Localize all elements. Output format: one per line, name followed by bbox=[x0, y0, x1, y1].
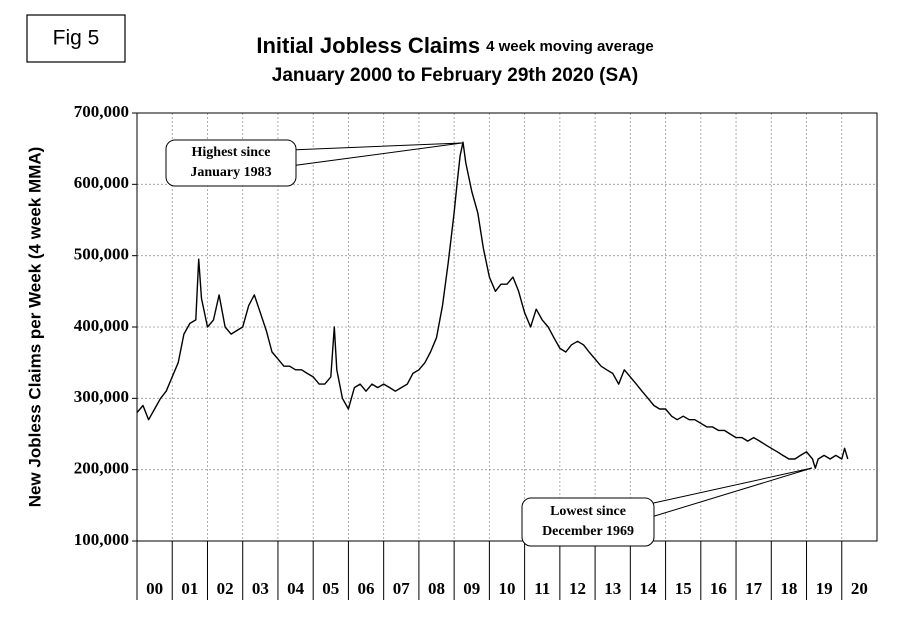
x-tick-label: 17 bbox=[745, 579, 763, 598]
data-line bbox=[136, 141, 849, 469]
callout-cover bbox=[523, 499, 653, 545]
callout-text: Lowest since bbox=[550, 504, 626, 519]
y-tick-label: 500,000 bbox=[74, 245, 129, 264]
callout-text: December 1969 bbox=[542, 524, 634, 539]
x-tick-label: 16 bbox=[710, 579, 727, 598]
x-tick-label: 05 bbox=[322, 579, 339, 598]
x-tick-label: 15 bbox=[675, 579, 692, 598]
y-tick-label: 300,000 bbox=[74, 387, 129, 406]
callout-cover bbox=[167, 141, 295, 185]
x-tick-label: 01 bbox=[181, 579, 198, 598]
callout: Lowest since December 1969 bbox=[521, 467, 813, 547]
chart-title: Initial Jobless Claims 4 week moving aver… bbox=[256, 33, 653, 58]
figure-label: Fig 5 bbox=[53, 27, 100, 50]
x-tick-label: 10 bbox=[499, 579, 516, 598]
x-tick-label: 03 bbox=[252, 579, 269, 598]
callout: Highest since January 1983 bbox=[165, 139, 463, 187]
y-tick-label: 700,000 bbox=[74, 102, 129, 121]
y-tick-label: 100,000 bbox=[74, 530, 129, 549]
y-tick-label: 200,000 bbox=[74, 459, 129, 478]
x-tick-label: 04 bbox=[287, 579, 305, 598]
x-tick-label: 18 bbox=[780, 579, 797, 598]
title-main: Initial Jobless Claims bbox=[256, 33, 480, 58]
callout-text: January 1983 bbox=[190, 165, 271, 180]
y-tick-label: 400,000 bbox=[74, 316, 129, 335]
title-note: 4 week moving average bbox=[486, 38, 654, 55]
x-tick-label: 00 bbox=[146, 579, 163, 598]
chart-subtitle: January 2000 to February 29th 2020 (SA) bbox=[272, 65, 638, 86]
x-tick-label: 19 bbox=[816, 579, 833, 598]
x-tick-label: 11 bbox=[534, 579, 550, 598]
x-tick-label: 14 bbox=[639, 579, 657, 598]
x-tick-label: 07 bbox=[393, 579, 411, 598]
x-tick-label: 08 bbox=[428, 579, 445, 598]
plot-frame bbox=[136, 112, 878, 542]
x-tick-label: 02 bbox=[217, 579, 234, 598]
x-tick-label: 20 bbox=[851, 579, 868, 598]
callout-text: Highest since bbox=[192, 145, 271, 160]
figure-label-box bbox=[26, 14, 126, 63]
x-tick-label: 13 bbox=[604, 579, 621, 598]
y-axis-label: New Jobless Claims per Week (4 week MMA) bbox=[25, 147, 44, 508]
x-tick-label: 12 bbox=[569, 579, 586, 598]
x-tick-label: 06 bbox=[358, 579, 375, 598]
x-tick-label: 09 bbox=[463, 579, 480, 598]
y-tick-label: 600,000 bbox=[74, 173, 129, 192]
